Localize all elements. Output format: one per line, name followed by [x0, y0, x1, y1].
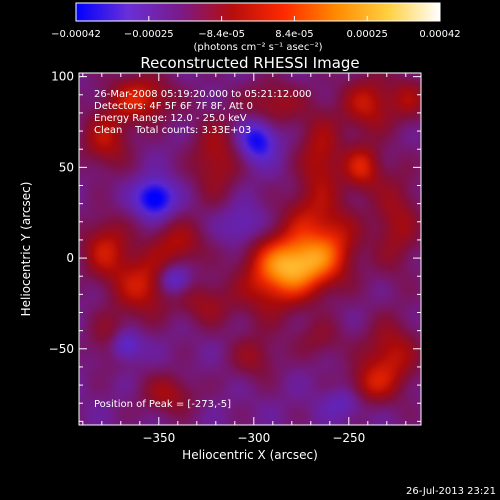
- colorbar-units: (photons cm⁻² s⁻¹ asec⁻²): [193, 42, 322, 53]
- colorbar-tick-label: 0.00042: [419, 29, 460, 40]
- colorbar-ticks: −0.00042 −0.00025 −8.4e-05 8.4e-05 0.00025 0.…: [51, 16, 461, 40]
- heatmap-image: [79, 73, 421, 425]
- y-tick-label: 0: [66, 251, 74, 265]
- y-tick-label: 100: [51, 70, 74, 84]
- x-tick-label: −350: [142, 431, 175, 445]
- x-axis-label: Heliocentric X (arcsec): [182, 448, 318, 462]
- annotation-energy-range: Energy Range: 12.0 - 25.0 keV: [94, 113, 247, 124]
- colorbar-tick-label: −0.00025: [124, 29, 174, 40]
- x-tick-label: −250: [332, 431, 365, 445]
- y-tick-label: −50: [49, 342, 74, 356]
- y-tick-label: 50: [59, 160, 74, 174]
- observation-annotation: 26-Mar-2008 05:19:20.000 to 05:21:12.000…: [94, 89, 312, 136]
- colorbar-tick-label: −0.00042: [51, 29, 101, 40]
- annotation-detectors: Detectors: 4F 5F 6F 7F 8F, Att 0: [94, 101, 253, 112]
- colorbar-tick-label: 0.00025: [347, 29, 388, 40]
- heatmap-raster: [79, 73, 421, 425]
- colorbar-tick-label: −8.4e-05: [198, 29, 245, 40]
- annotation-time-range: 26-Mar-2008 05:19:20.000 to 05:21:12.000: [94, 89, 312, 100]
- colorbar-tick-label: 8.4e-05: [275, 29, 313, 40]
- plot-axes: −350 −300 −250 −50 0 50 100: [49, 70, 422, 445]
- peak-position-label: Position of Peak = [-273,-5]: [94, 399, 231, 410]
- timestamp: 26-Jul-2013 23:21: [406, 486, 496, 497]
- plot-frame: [78, 72, 422, 426]
- y-axis-label: Heliocentric Y (arcsec): [19, 182, 33, 317]
- x-tick-label: −300: [237, 431, 270, 445]
- colorbar: −0.00042 −0.00025 −8.4e-05 8.4e-05 0.00025 0.…: [51, 2, 461, 53]
- annotation-clean-counts: Clean Total counts: 3.33E+03: [94, 125, 251, 136]
- plot-title: Reconstructed RHESSI Image: [140, 54, 359, 72]
- colorbar-strip: [75, 2, 441, 22]
